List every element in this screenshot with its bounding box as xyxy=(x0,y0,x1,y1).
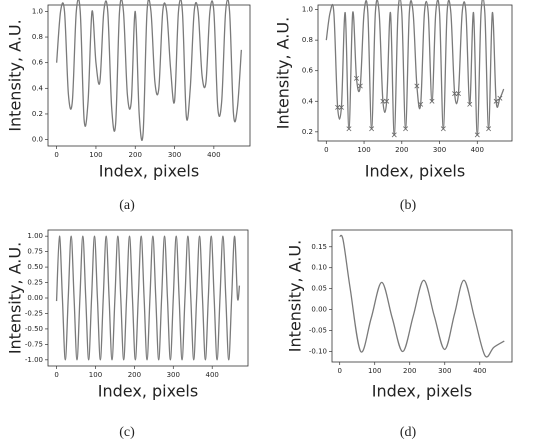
x-marker xyxy=(418,101,424,107)
x-marker xyxy=(493,98,499,104)
x-marker xyxy=(414,83,420,89)
x-tick-label: 300 xyxy=(433,146,446,154)
y-tick-label: 0.50 xyxy=(27,263,43,271)
y-tick-label: 0.2 xyxy=(32,110,43,118)
x-tick-label: 400 xyxy=(473,367,486,375)
plot-frame xyxy=(317,4,513,142)
y-axis-label: Intensity, A.U. xyxy=(274,17,293,129)
y-tick-label: 0.00 xyxy=(27,294,43,302)
y-tick-label: 0.25 xyxy=(27,279,43,287)
data-line xyxy=(325,0,505,136)
y-axis-label: Intensity, A.U. xyxy=(286,240,305,352)
x-tick-label: 400 xyxy=(206,371,219,379)
x-tick-label: 100 xyxy=(357,146,370,154)
x-marker xyxy=(338,104,344,110)
x-axis-label: Index, pixels xyxy=(99,162,199,181)
y-tick-label: 0.2 xyxy=(302,128,313,136)
x-tick-label: 400 xyxy=(471,146,484,154)
x-tick-label: 0 xyxy=(54,371,58,379)
x-marker xyxy=(346,126,352,132)
x-tick-label: 300 xyxy=(438,367,451,375)
y-tick-label: -0.10 xyxy=(309,348,327,356)
x-tick-label: 0 xyxy=(54,151,58,159)
y-tick-label: -0.75 xyxy=(25,340,43,348)
panel-caption: (c) xyxy=(119,425,135,440)
x-tick-label: 200 xyxy=(403,367,416,375)
x-marker xyxy=(429,98,435,104)
y-tick-label: 0.00 xyxy=(311,306,327,314)
y-tick-label: -0.25 xyxy=(25,309,43,317)
x-marker xyxy=(497,95,503,101)
panel-caption: (d) xyxy=(400,425,417,440)
x-marker xyxy=(354,75,359,81)
y-tick-label: 1.0 xyxy=(302,6,313,14)
y-tick-label: -0.50 xyxy=(25,325,43,333)
x-tick-label: 0 xyxy=(337,367,341,375)
x-tick-label: 300 xyxy=(167,371,180,379)
x-marker xyxy=(455,91,461,97)
x-tick-label: 200 xyxy=(128,371,141,379)
y-axis-label: Intensity, A.U. xyxy=(6,242,25,354)
data-line xyxy=(55,0,243,141)
x-marker xyxy=(452,91,458,97)
x-tick-label: 400 xyxy=(207,151,220,159)
x-axis-label: Index, pixels xyxy=(365,162,465,181)
y-tick-label: 0.8 xyxy=(32,33,43,41)
x-marker xyxy=(440,126,446,132)
x-marker xyxy=(467,101,473,107)
y-tick-label: 0.6 xyxy=(32,59,44,67)
x-axis-label: Index, pixels xyxy=(372,382,472,401)
plot-frame xyxy=(47,4,251,147)
y-tick-label: 0.75 xyxy=(27,248,43,256)
y-tick-label: 0.4 xyxy=(302,97,314,105)
y-tick-label: 0.8 xyxy=(302,36,313,44)
y-tick-label: 0.10 xyxy=(311,264,327,272)
x-tick-label: 200 xyxy=(395,146,408,154)
x-marker xyxy=(391,132,397,138)
y-tick-label: -0.05 xyxy=(309,327,327,335)
x-marker xyxy=(380,98,386,104)
y-tick-label: -1.00 xyxy=(25,356,43,364)
x-marker xyxy=(357,83,363,89)
x-tick-label: 300 xyxy=(168,151,181,159)
panel-caption: (b) xyxy=(400,198,417,213)
x-axis-label: Index, pixels xyxy=(98,382,198,401)
x-tick-label: 200 xyxy=(129,151,142,159)
y-axis-label: Intensity, A.U. xyxy=(6,19,25,131)
x-marker xyxy=(403,126,409,132)
y-tick-label: 1.0 xyxy=(32,7,43,15)
x-tick-label: 100 xyxy=(89,151,102,159)
x-marker xyxy=(486,126,492,132)
y-tick-label: 1.00 xyxy=(27,232,43,240)
y-tick-label: 0.0 xyxy=(32,136,43,144)
x-marker xyxy=(335,104,341,110)
y-tick-label: 0.15 xyxy=(311,243,327,251)
x-marker xyxy=(369,126,375,132)
x-tick-label: 100 xyxy=(368,367,381,375)
plot-frame xyxy=(331,229,513,363)
y-tick-label: 0.4 xyxy=(32,84,44,92)
y-tick-label: 0.6 xyxy=(302,67,314,75)
panel-caption: (a) xyxy=(119,198,135,213)
x-tick-label: 0 xyxy=(324,146,328,154)
x-marker xyxy=(474,132,480,138)
x-marker xyxy=(384,98,390,104)
data-line xyxy=(339,234,505,358)
data-line xyxy=(55,235,241,361)
y-tick-label: 0.05 xyxy=(311,285,327,293)
x-tick-label: 100 xyxy=(89,371,102,379)
